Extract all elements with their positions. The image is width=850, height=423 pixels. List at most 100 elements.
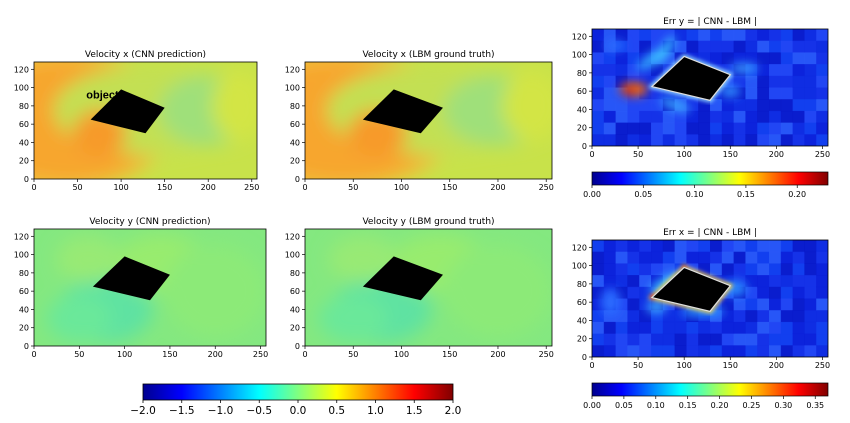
y-tick-label: 100 [285, 251, 300, 260]
colorbar-tick-label: 0.05 [634, 190, 652, 199]
shared-colorbar-gradient [142, 383, 454, 401]
y-tick-label: 80 [290, 102, 300, 111]
colorbar-tick-label: 0.05 [615, 401, 633, 410]
y-tick-label: 120 [572, 32, 587, 41]
x-tick-label: 0 [31, 183, 36, 192]
x-tick-label: 50 [74, 350, 84, 359]
y-tick-label: 120 [14, 65, 29, 74]
shared-colorbar-tick-label: −0.5 [247, 405, 273, 417]
x-tick-label: 100 [113, 183, 128, 192]
plot-frame [304, 61, 553, 180]
plot-frame [591, 28, 829, 147]
y-tick-label: 40 [19, 305, 29, 314]
colorbar-tick-label: 0.00 [583, 190, 601, 199]
plot-title: Velocity y (LBM ground truth) [362, 217, 494, 227]
x-tick-label: 100 [394, 183, 409, 192]
x-tick-label: 150 [723, 150, 738, 159]
x-tick-label: 100 [677, 150, 692, 159]
plot-frame [33, 228, 267, 347]
shared-colorbar-tick-label: −1.5 [169, 405, 195, 417]
x-tick-label: 0 [589, 150, 594, 159]
x-tick-label: 100 [117, 350, 132, 359]
x-tick-label: 150 [162, 350, 177, 359]
y-tick-label: 60 [19, 120, 29, 129]
y-tick-label: 60 [577, 87, 587, 96]
colorbar-err-y: 0.00 0.05 0.10 0.15 0.20 [583, 171, 829, 199]
y-tick-label: 100 [14, 251, 29, 260]
x-tick-label: 0 [302, 183, 307, 192]
shared-colorbar-tick-label: 0.5 [328, 405, 345, 417]
y-tick-label: 0 [582, 353, 587, 362]
x-tick-label: 50 [633, 150, 643, 159]
object-annotation: object [86, 90, 119, 102]
x-tick-label: 250 [539, 350, 554, 359]
colorbar-tick-label: 0.20 [711, 401, 729, 410]
y-tick-label: 20 [290, 324, 300, 333]
y-tick-label: 40 [290, 138, 300, 147]
shared-colorbar-tick-label: −2.0 [130, 405, 156, 417]
heatmap-field [592, 240, 828, 357]
x-tick-label: 200 [769, 361, 784, 370]
plot-title: Velocity y (CNN prediction) [89, 217, 210, 227]
y-tick-label: 120 [285, 65, 300, 74]
shared-colorbar-tick-label: −1.0 [208, 405, 234, 417]
y-tick-label: 100 [572, 51, 587, 60]
shared-colorbar: −2.0 −1.5 −1.0 −0.5 0.0 0.5 1.0 1.5 2.0 [130, 383, 461, 417]
y-tick-label: 0 [24, 175, 29, 184]
y-tick-label: 80 [290, 269, 300, 278]
plot-title: Err x = | CNN - LBM | [663, 228, 757, 238]
x-tick-label: 200 [201, 183, 216, 192]
y-tick-label: 40 [577, 105, 587, 114]
y-tick-label: 120 [285, 232, 300, 241]
heatmap-field [34, 229, 266, 346]
y-tick-label: 20 [577, 124, 587, 133]
y-tick-label: 100 [572, 262, 587, 271]
colorbar-tick-label: 0.00 [583, 401, 601, 410]
x-tick-label: 50 [633, 361, 643, 370]
y-tick-label: 60 [290, 287, 300, 296]
x-tick-label: 250 [253, 350, 268, 359]
y-tick-label: 100 [14, 84, 29, 93]
panel-vx-lbm: Velocity x (LBM ground truth) 0 50 100 150 20… [285, 50, 554, 192]
y-tick-label: 60 [290, 120, 300, 129]
y-tick-label: 120 [14, 232, 29, 241]
plot-frame [304, 228, 553, 347]
x-tick-label: 50 [72, 183, 82, 192]
y-tick-label: 60 [19, 287, 29, 296]
panel-err-x: Err x = | CNN - LBM | 0 50 100 150 200 250 0 20 4… [572, 228, 830, 410]
x-tick-label: 200 [490, 350, 505, 359]
colorbar-tick-label: 0.25 [743, 401, 761, 410]
colorbar-tick-label: 0.15 [737, 190, 755, 199]
x-tick-label: 100 [677, 361, 692, 370]
y-tick-label: 0 [295, 342, 300, 351]
y-tick-label: 80 [19, 269, 29, 278]
colorbar-tick-label: 0.15 [679, 401, 697, 410]
y-tick-label: 20 [577, 335, 587, 344]
x-tick-label: 200 [490, 183, 505, 192]
colorbar-err-x: 0.00 0.05 0.10 0.15 0.20 0.25 0.30 0.35 [583, 382, 829, 410]
panel-vx-cnn: Velocity x (CNN prediction)0 50 100 150 200 2… [14, 50, 260, 192]
x-tick-label: 0 [302, 350, 307, 359]
plot-title: Err y = | CNN - LBM | [663, 17, 757, 27]
object-outline [650, 266, 732, 312]
x-tick-label: 100 [394, 350, 409, 359]
colorbar-gradient [591, 382, 829, 397]
panel-vy-cnn: Velocity y (CNN prediction)0 50 100 150 200 2… [14, 217, 268, 359]
x-tick-label: 150 [157, 183, 172, 192]
colorbar-tick-label: 0.10 [647, 401, 665, 410]
object-outline [650, 55, 732, 101]
x-tick-label: 150 [442, 350, 457, 359]
x-tick-label: 50 [348, 350, 358, 359]
y-tick-label: 40 [577, 316, 587, 325]
panel-err-y: Err y = | CNN - LBM | 0 50 100 150 200 250 0 20 4… [572, 17, 830, 199]
y-tick-label: 40 [19, 138, 29, 147]
colorbar-tick-label: 0.35 [806, 401, 824, 410]
shared-colorbar-tick-label: 1.5 [406, 405, 423, 417]
object-shape [92, 256, 170, 301]
panel-vy-lbm: Velocity y (LBM ground truth) 0 50 100 150 20… [285, 217, 554, 359]
panels: Velocity x (CNN prediction)0 50 100 150 200 2… [14, 17, 830, 410]
shared-colorbar-tick-label: 0.0 [290, 405, 307, 417]
y-tick-label: 0 [295, 175, 300, 184]
colorbar-tick-label: 0.20 [788, 190, 806, 199]
